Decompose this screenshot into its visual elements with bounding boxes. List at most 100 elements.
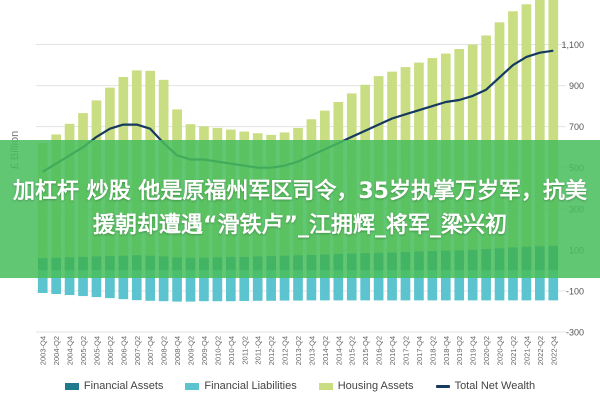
financial-liabilities-bar [225,270,236,302]
overlay-banner: 加杠杆 炒股 他是原福州军区司令，35岁执掌万岁军，抗美援朝却遭遇“滑铁卢”_江… [0,140,600,278]
legend-swatch-financial-assets [64,382,79,390]
y-tick-label: 700 [569,122,584,132]
financial-liabilities-bar [320,270,330,301]
overlay-banner-text: 加杠杆 炒股 他是原福州军区司令，35岁执掌万岁军，抗美援朝却遭遇“滑铁卢”_江… [13,179,587,238]
y-tick-label: -300 [566,328,584,338]
financial-liabilities-bar [185,270,196,302]
housing-assets-bar [521,4,532,247]
chart-legend: Financial Assets Financial Liabilities H… [0,376,600,396]
x-tick-label: 2006-Q2 [106,336,115,365]
financial-liabilities-bar [37,270,48,293]
financial-liabilities-bar [400,270,411,301]
x-tick-label: 2019-Q4 [469,336,478,365]
financial-liabilities-bar [252,270,263,301]
financial-liabilities-bar [212,270,223,302]
x-tick-label: 2009-Q2 [187,336,196,365]
financial-liabilities-bar [481,270,491,301]
financial-liabilities-bar [105,270,115,299]
legend-item-financial-assets: Financial Assets [64,380,164,392]
financial-liabilities-bar [548,270,559,301]
x-tick-label: 2015-Q2 [348,336,357,365]
financial-liabilities-bar [427,270,438,301]
x-tick-label: 2013-Q2 [294,336,303,365]
legend-swatch-financial-liabilities [185,382,200,390]
legend-item-financial-liabilities: Financial Liabilities [185,380,297,392]
financial-liabilities-bar [360,270,371,301]
x-tick-label: 2007-Q2 [133,336,142,365]
housing-assets-bar [494,22,505,249]
x-tick-label: 2008-Q2 [160,336,169,365]
financial-liabilities-bar [494,270,505,301]
financial-liabilities-bar [118,270,129,300]
financial-liabilities-bars [37,270,559,302]
financial-liabilities-bar [78,270,88,297]
financial-liabilities-bar [414,270,424,301]
x-tick-label: 2016-Q2 [375,336,384,365]
financial-liabilities-bar [131,270,142,301]
legend-label-financial-liabilities: Financial Liabilities [204,380,297,392]
x-axis-ticks: 2003-Q4 2004-Q2 2004-Q4 2005-Q2 2005-Q4 2006-… [39,336,559,365]
x-tick-label: 2022-Q4 [549,336,558,365]
x-tick-label: 2018-Q2 [428,336,437,365]
x-tick-label: 2009-Q4 [200,336,209,365]
housing-assets-bar [548,0,559,246]
x-tick-label: 2005-Q4 [92,336,101,365]
y-tick-label: -100 [566,286,584,296]
x-tick-label: 2004-Q4 [66,336,75,365]
financial-liabilities-bar [373,270,384,301]
x-tick-label: 2021-Q2 [509,336,518,365]
legend-swatch-total-net-wealth [435,384,450,388]
legend-label-housing-assets: Housing Assets [337,380,414,392]
financial-liabilities-bar [279,270,290,301]
x-tick-label: 2003-Q4 [39,336,48,365]
y-tick-label: 900 [569,81,584,91]
x-tick-label: 2014-Q2 [321,336,330,365]
financial-liabilities-bar [440,270,451,301]
x-tick-label: 2017-Q2 [401,336,410,365]
x-tick-label: 2005-Q2 [79,336,88,365]
legend-label-total-net-wealth: Total Net Wealth [454,380,536,392]
financial-liabilities-bar [158,270,169,302]
housing-assets-bar [508,11,518,248]
x-tick-label: 2006-Q4 [119,336,128,365]
y-tick-label: 1,100 [561,40,584,50]
x-tick-label: 2010-Q2 [213,336,222,365]
financial-liabilities-bar [346,270,357,301]
financial-liabilities-bar [387,270,397,301]
x-tick-label: 2021-Q4 [522,336,531,365]
financial-liabilities-bar [521,270,532,301]
x-tick-label: 2019-Q2 [455,336,464,365]
financial-liabilities-bar [306,270,317,301]
x-tick-label: 2004-Q2 [52,336,61,365]
x-tick-label: 2022-Q2 [536,336,545,365]
x-tick-label: 2017-Q4 [415,336,424,365]
x-tick-label: 2020-Q2 [482,336,491,365]
legend-swatch-housing-assets [318,382,333,390]
financial-liabilities-bar [467,270,478,301]
x-tick-label: 2020-Q4 [496,336,505,365]
x-tick-label: 2013-Q4 [307,336,316,365]
financial-liabilities-bar [91,270,102,298]
x-tick-label: 2010-Q4 [227,336,236,365]
financial-liabilities-bar [199,270,209,302]
financial-liabilities-bar [333,270,344,301]
financial-liabilities-bar [454,270,465,301]
x-tick-label: 2007-Q4 [146,336,155,365]
x-tick-label: 2012-Q4 [281,336,290,365]
x-tick-label: 2011-Q4 [254,336,263,365]
financial-liabilities-bar [535,270,545,301]
financial-liabilities-bar [293,270,303,301]
housing-assets-bar [535,0,545,247]
x-tick-label: 2014-Q4 [334,336,343,365]
financial-liabilities-bar [64,270,75,296]
x-tick-label: 2008-Q4 [173,336,182,365]
x-tick-label: 2018-Q4 [442,336,451,365]
financial-liabilities-bar [266,270,276,301]
financial-liabilities-bar [239,270,250,301]
legend-item-housing-assets: Housing Assets [318,380,414,392]
x-tick-label: 2015-Q4 [361,336,370,365]
financial-liabilities-bar [51,270,61,295]
x-tick-label: 2011-Q2 [240,336,249,365]
legend-label-financial-assets: Financial Assets [83,380,164,392]
legend-item-total-net-wealth: Total Net Wealth [435,380,536,392]
